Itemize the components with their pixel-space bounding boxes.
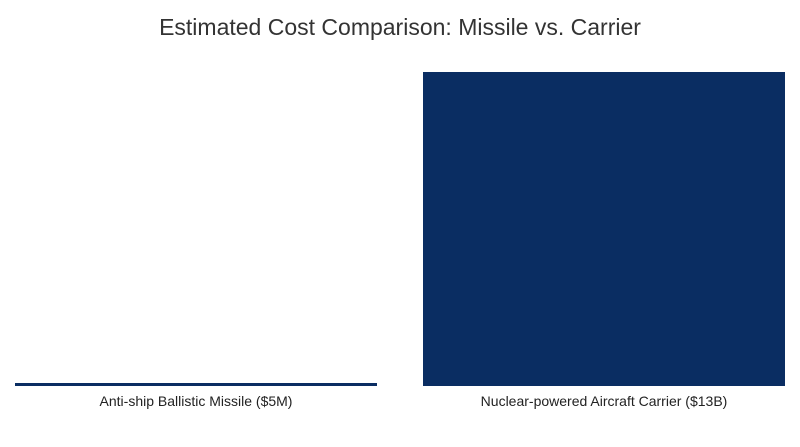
bar-1 xyxy=(423,72,785,386)
category-label-1: Nuclear-powered Aircraft Carrier ($13B) xyxy=(481,393,728,409)
bars-layer xyxy=(15,72,785,386)
category-label-0: Anti-ship Ballistic Missile ($5M) xyxy=(100,393,293,409)
bar-0 xyxy=(15,383,377,386)
chart-title: Estimated Cost Comparison: Missile vs. C… xyxy=(159,14,641,40)
category-labels: Anti-ship Ballistic Missile ($5M) Nuclear… xyxy=(100,393,728,409)
